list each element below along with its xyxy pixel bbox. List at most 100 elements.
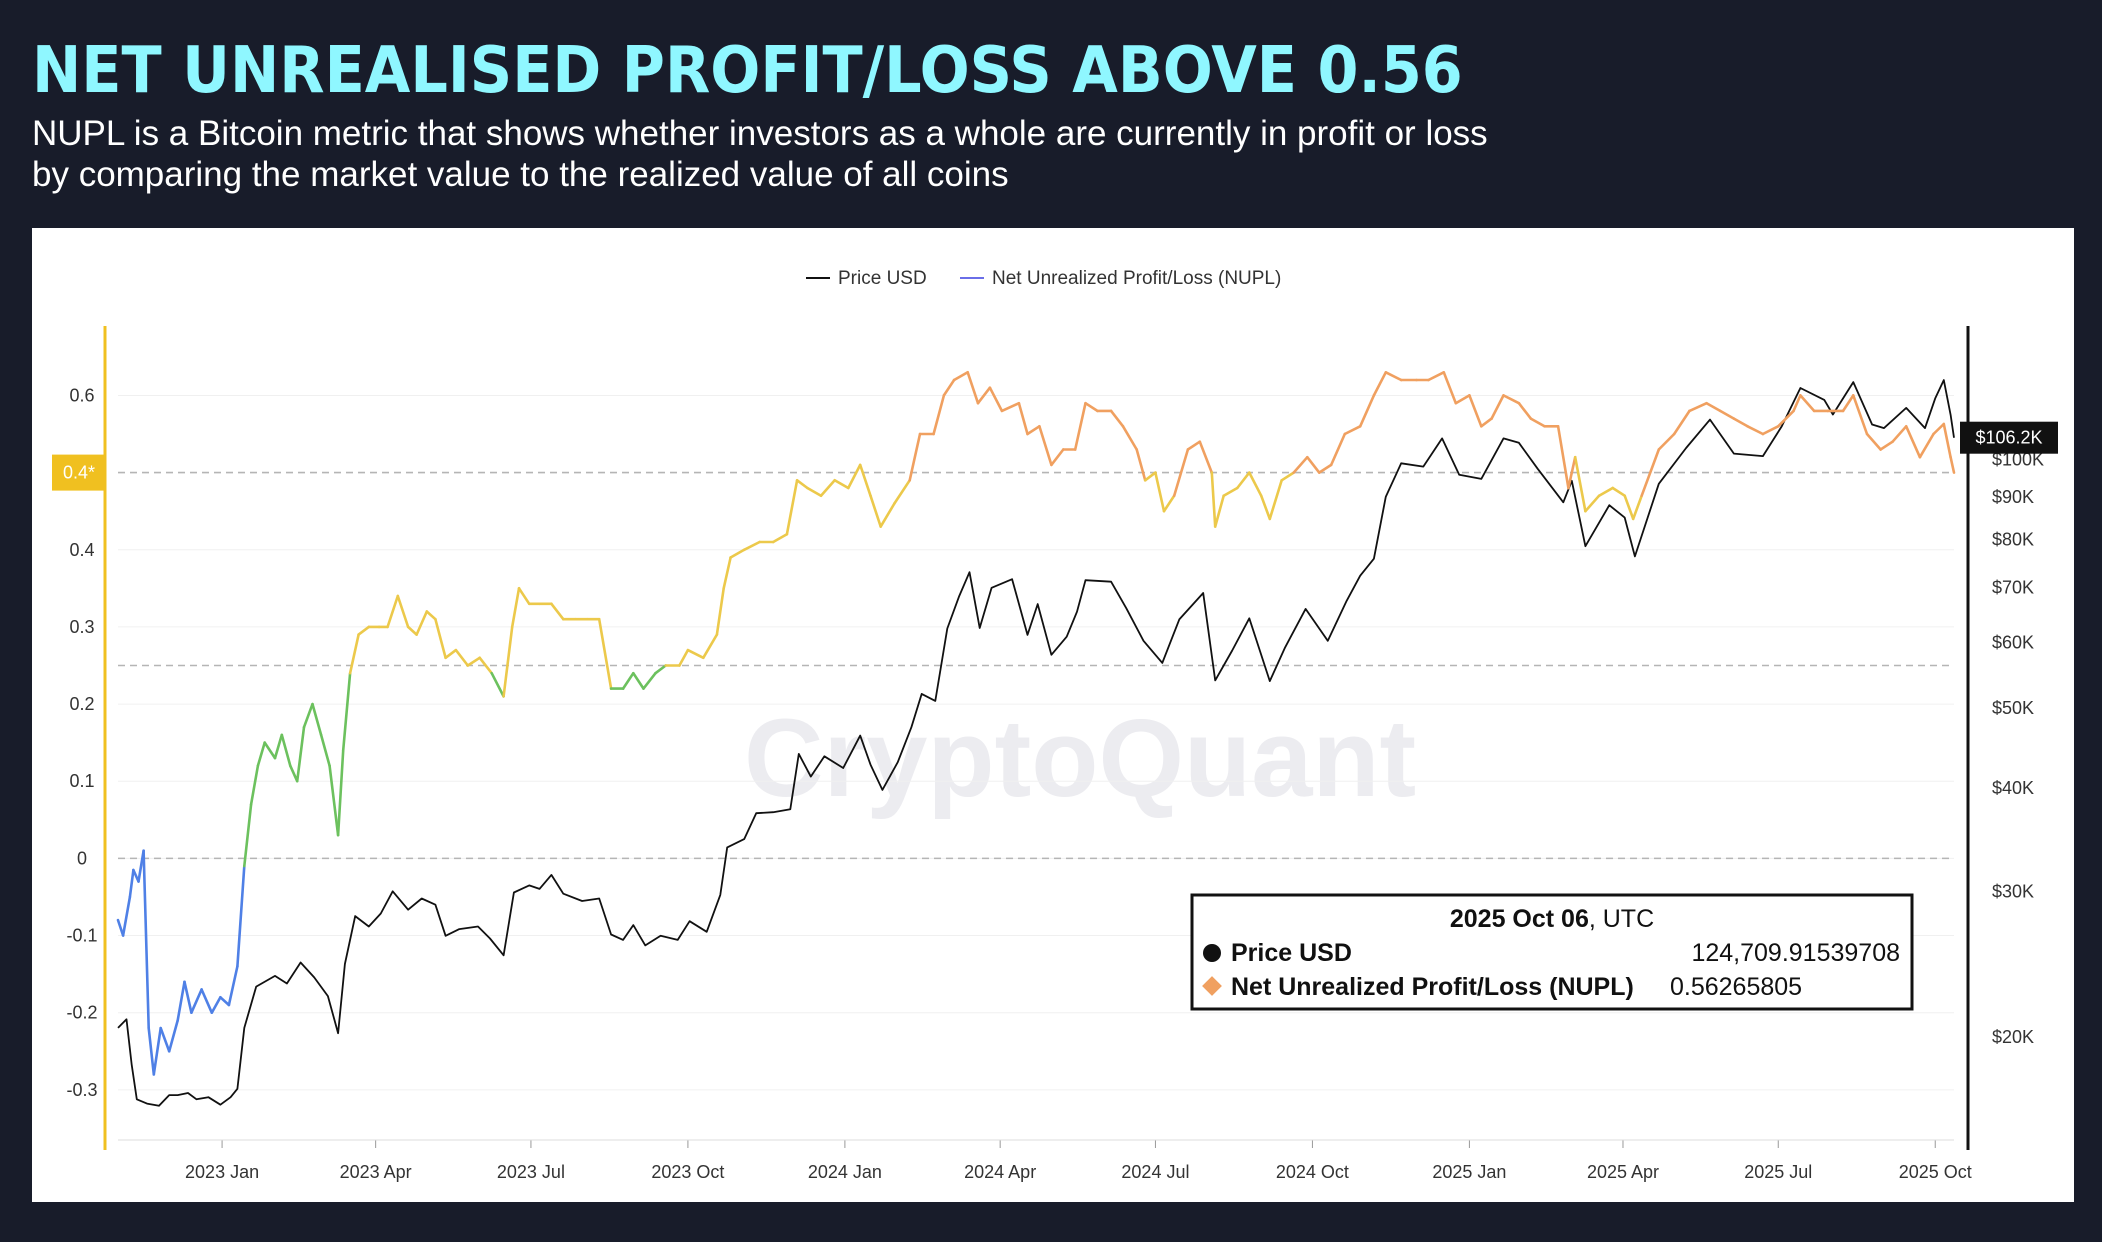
nupl-segment (1121, 425, 1138, 451)
nupl-segment (176, 980, 186, 1022)
left-tick-label: 0.6 (69, 385, 94, 405)
nupl-segment (128, 868, 135, 899)
threshold-lines (118, 471, 1954, 860)
x-tick-label: 2025 Oct (1899, 1162, 1972, 1182)
nupl-segment (1611, 486, 1626, 498)
nupl-segment (1556, 425, 1570, 490)
x-tick-label: 2024 Jan (808, 1162, 882, 1182)
nupl-segment (454, 648, 470, 667)
nupl-segment (256, 741, 266, 768)
nupl-segment (1597, 486, 1614, 498)
nupl-segment (1776, 409, 1795, 428)
right-tick-label: $20K (1992, 1027, 2034, 1047)
nupl-segment (386, 594, 400, 629)
left-tick-label: 0.1 (69, 771, 94, 791)
x-tick-label: 2024 Oct (1276, 1162, 1349, 1182)
current-price-label: $106.2K (1975, 428, 2042, 448)
nupl-segment (1529, 417, 1546, 428)
nupl-segment (1891, 425, 1908, 443)
nupl-segment (1050, 448, 1065, 467)
nupl-segment (490, 671, 505, 698)
nupl-segment (341, 671, 352, 752)
nupl-segment (1222, 486, 1239, 498)
nupl-segment (1640, 448, 1661, 498)
nupl-segment (597, 617, 613, 690)
nupl-segment (1454, 394, 1471, 405)
nupl-segment (1026, 425, 1041, 436)
nupl-segment (1567, 455, 1577, 490)
page-title: NET UNREALISED PROFIT/LOSS ABOVE 0.56 (32, 34, 1463, 108)
left-axis-marker-label: 0.4* (63, 463, 95, 483)
nupl-segment (190, 988, 203, 1015)
x-tick-label: 2023 Apr (340, 1162, 412, 1182)
nupl-segment (510, 586, 521, 629)
nupl-segment (183, 980, 193, 1015)
nupl-segment (348, 633, 360, 675)
nupl-segment (302, 702, 314, 729)
nupl-series (116, 371, 1956, 1076)
nupl-segment (976, 386, 992, 405)
left-tick-label: -0.1 (66, 926, 97, 946)
tooltip-nupl-marker (1202, 976, 1222, 996)
nupl-segment (200, 988, 214, 1015)
nupl-segment (631, 671, 645, 690)
nupl-segment (167, 1019, 179, 1053)
nupl-segment (1718, 409, 1736, 420)
nupl-segment (1841, 394, 1855, 413)
nupl-segment (1502, 394, 1521, 405)
nupl-segment (147, 1026, 156, 1076)
axes: 0.6 0.4 0.3 0.2 0.1 0 -0.1 -0.2 -0.3 $100K $90K $80… (66, 326, 2044, 1182)
nupl-segment (858, 463, 872, 498)
nupl-segment (1384, 371, 1403, 382)
nupl-segment (678, 648, 690, 667)
nupl-segment (425, 610, 437, 621)
nupl-segment (785, 479, 799, 536)
nupl-segment (795, 479, 809, 490)
nupl-segment (263, 741, 277, 760)
nupl-segment (654, 664, 668, 675)
nupl-segment (236, 864, 246, 968)
tooltip-date-line: 2025 Oct 06, UTC (1450, 905, 1654, 933)
x-tick-label: 2024 Jul (1121, 1162, 1189, 1182)
nupl-segment (729, 548, 746, 559)
nupl-segment (1490, 394, 1505, 420)
nupl-segment (1879, 440, 1894, 451)
nupl-segment (1372, 371, 1388, 397)
nupl-segment (1746, 425, 1765, 436)
nupl-segment (1317, 463, 1333, 474)
tooltip-timezone: , UTC (1589, 905, 1654, 933)
left-tick-label: -0.3 (66, 1080, 97, 1100)
nupl-segment (1688, 401, 1708, 413)
nupl-segment (722, 556, 732, 590)
nupl-segment (1135, 448, 1147, 482)
left-tick-label: 0 (77, 848, 87, 868)
right-tick-label: $100K (1992, 449, 2044, 469)
nupl-segment (869, 494, 883, 528)
nupl-segment (280, 733, 292, 768)
nupl-segment (478, 656, 494, 675)
right-tick-label: $50K (1992, 698, 2034, 718)
nupl-segment (1306, 455, 1321, 474)
left-tick-label: 0.3 (69, 617, 94, 637)
nupl-segment (621, 671, 635, 690)
legend-label-nupl[interactable]: Net Unrealized Profit/Loss (NUPL) (992, 268, 1281, 289)
nupl-segment (942, 378, 956, 397)
nupl-segment (952, 371, 970, 382)
nupl-segment (243, 803, 253, 868)
legend-label-price[interactable]: Price USD (838, 268, 927, 289)
nupl-segment (210, 995, 222, 1015)
left-tick-label: 0.2 (69, 694, 94, 714)
x-tick-label: 2025 Apr (1587, 1162, 1659, 1182)
right-tick-label: $60K (1992, 633, 2034, 653)
nupl-segment (988, 386, 1004, 413)
nupl-segment (1517, 401, 1533, 420)
nupl-segment (686, 648, 705, 660)
nupl-segment (846, 463, 862, 490)
nupl-segment (1162, 494, 1176, 513)
nupl-segment (1143, 471, 1157, 482)
nupl-segment (336, 749, 345, 837)
nupl-segment (1259, 494, 1272, 521)
nupl-segment (295, 725, 306, 783)
nupl-segment (806, 486, 823, 498)
chart-panel: CryptoQuant Price USD Net Unrealized Pro… (32, 228, 2074, 1202)
